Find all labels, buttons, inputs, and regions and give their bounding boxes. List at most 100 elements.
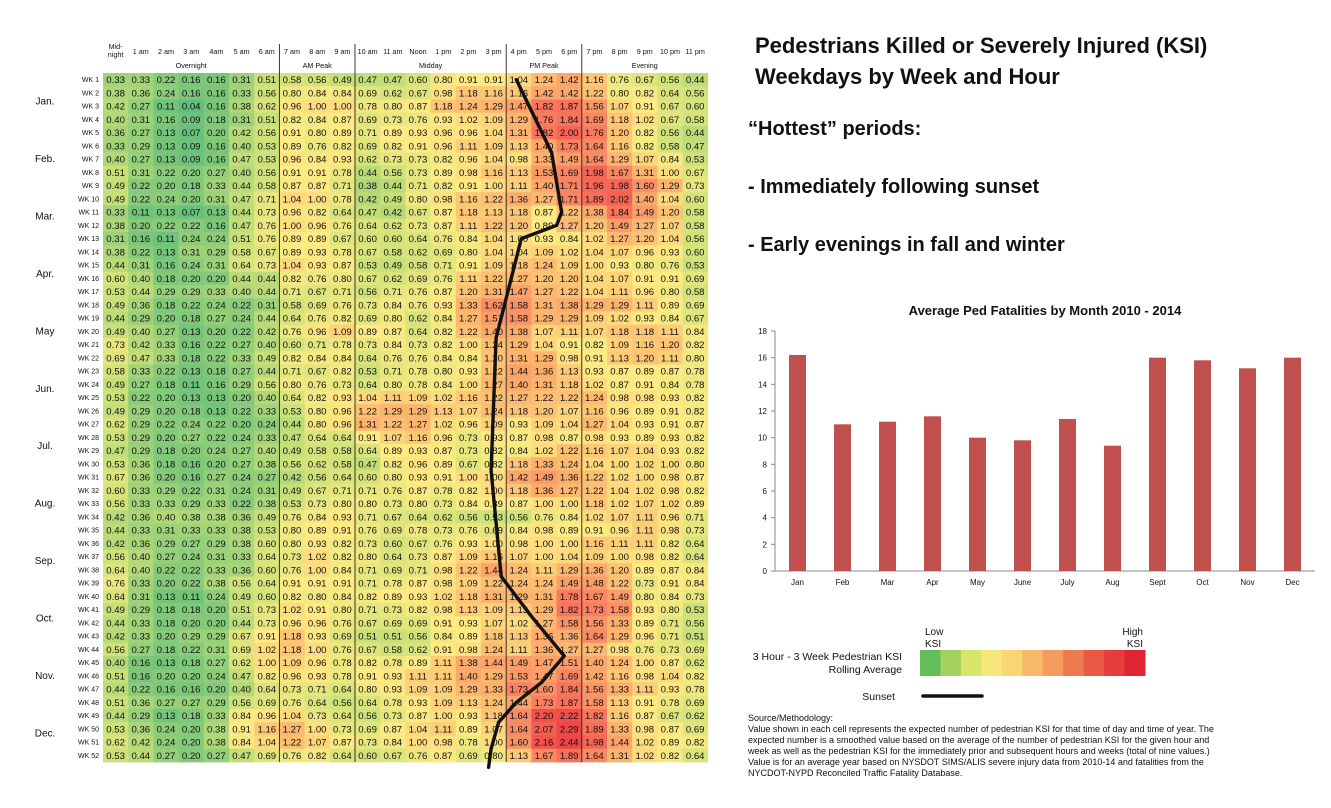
heatmap-value: 0.60 (257, 565, 276, 576)
heatmap-cell (229, 86, 255, 100)
heatmap-cell (430, 165, 457, 180)
heatmap-cell (481, 205, 507, 220)
heatmap-cell (329, 258, 356, 273)
heatmap-cell (632, 232, 658, 246)
heatmap-value: 0.64 (257, 685, 276, 696)
heatmap-value: 0.96 (333, 406, 352, 417)
heatmap-value: 1.47 (509, 287, 528, 298)
heatmap-value: 0.87 (509, 499, 528, 510)
heatmap-value: 1.18 (610, 327, 629, 338)
heatmap-cell (279, 497, 305, 511)
heatmap-cell (430, 338, 457, 352)
y-tick-label: 4 (763, 514, 768, 523)
heatmap-cell (355, 258, 381, 273)
heatmap-cell (254, 139, 280, 153)
heatmap-value: 1.02 (509, 618, 528, 629)
hour-label: 4am (209, 47, 223, 56)
heatmap-cell (304, 377, 331, 392)
heatmap-cell (178, 126, 205, 140)
heatmap-value: 1.00 (635, 473, 654, 484)
heatmap-value: 1.36 (585, 565, 604, 576)
heatmap-cell (581, 497, 608, 511)
x-tick-label: Nov (1240, 578, 1254, 587)
heatmap-cell (430, 271, 457, 286)
heatmap-cell (103, 245, 129, 259)
heatmap-cell (304, 232, 331, 246)
heatmap-value: 0.38 (207, 724, 226, 735)
heatmap-cell (153, 444, 179, 458)
heatmap-value: 0.93 (459, 539, 478, 550)
heatmap-cell (632, 152, 658, 167)
heatmap-value: 0.27 (182, 433, 201, 444)
heatmap-value: 0.64 (358, 380, 377, 391)
heatmap-cell (380, 99, 406, 114)
heatmap-cell (304, 258, 331, 273)
heatmap-value: 0.96 (661, 512, 680, 523)
week-label: WK 47 (78, 687, 99, 694)
heatmap-value: 0.47 (358, 75, 377, 86)
heatmap-value: 0.51 (106, 168, 125, 179)
heatmap-cell (607, 523, 633, 538)
heatmap-cell (531, 497, 557, 511)
heatmap-cell (430, 112, 457, 127)
heatmap-value: 1.16 (459, 393, 478, 404)
heatmap-cell (531, 457, 557, 471)
heatmap-cell (229, 430, 255, 445)
heatmap-value: 0.71 (257, 194, 276, 205)
heatmap-cell (455, 271, 482, 286)
week-label: WK 45 (78, 660, 99, 667)
heatmap-cell (203, 139, 230, 153)
heatmap-value: 1.02 (610, 499, 629, 510)
heatmap-cell (153, 324, 179, 339)
heatmap-value: 1.82 (585, 711, 604, 722)
heatmap-value: 0.09 (182, 115, 201, 126)
heatmap-cell (632, 457, 658, 471)
week-label: WK 34 (78, 514, 99, 521)
heatmap-cell (682, 444, 709, 458)
heatmap-value: 1.11 (434, 671, 452, 682)
heatmap-value: 0.56 (257, 88, 276, 99)
heatmap-cell (329, 126, 356, 140)
heatmap-cell (355, 112, 381, 127)
heatmap-value: 1.20 (509, 221, 528, 232)
heatmap-cell (405, 523, 431, 538)
heatmap-value: 0.44 (131, 287, 150, 298)
heatmap-value: 0.60 (283, 340, 302, 351)
heatmap-value: 0.98 (434, 194, 453, 205)
heatmap-value: 0.42 (131, 738, 150, 749)
heatmap-value: 0.49 (106, 380, 125, 391)
heatmap-cell (178, 165, 205, 180)
heatmap-value: 1.24 (459, 102, 478, 113)
heatmap-value: 0.78 (383, 698, 402, 709)
heatmap-value: 0.84 (686, 565, 705, 576)
heatmap-cell (581, 126, 608, 140)
heatmap-value: 1.04 (484, 247, 503, 258)
hour-label: 3 pm (486, 47, 502, 56)
heatmap-value: 1.04 (560, 552, 579, 563)
heatmap-cell (380, 285, 406, 299)
heatmap-value: 0.16 (182, 88, 201, 99)
heatmap-cell (103, 99, 129, 114)
heatmap-cell (607, 192, 633, 206)
heatmap-cell (329, 86, 356, 100)
heatmap-cell (329, 444, 356, 458)
heatmap-cell (657, 152, 683, 167)
legend-swatch (920, 650, 941, 676)
heatmap-value: 0.82 (686, 340, 705, 351)
week-label: WK 51 (78, 740, 99, 747)
heatmap-value: 0.29 (207, 247, 226, 258)
heatmap-value: 0.22 (232, 499, 251, 510)
heatmap-cell (531, 298, 557, 312)
hottest-item-sunset: - Immediately following sunset (748, 176, 1040, 198)
heatmap-value: 0.96 (308, 618, 327, 629)
heatmap-cell (355, 86, 381, 100)
heatmap-value: 1.11 (636, 512, 654, 523)
heatmap-value: 0.91 (635, 102, 654, 113)
heatmap-cell (103, 152, 129, 167)
heatmap-cell (203, 218, 230, 233)
hour-label: 6 am (259, 47, 275, 56)
heatmap-value: 0.24 (207, 671, 226, 682)
heatmap-value: 0.67 (383, 751, 402, 762)
week-label: WK 33 (78, 501, 99, 508)
heatmap-cell (581, 404, 608, 418)
